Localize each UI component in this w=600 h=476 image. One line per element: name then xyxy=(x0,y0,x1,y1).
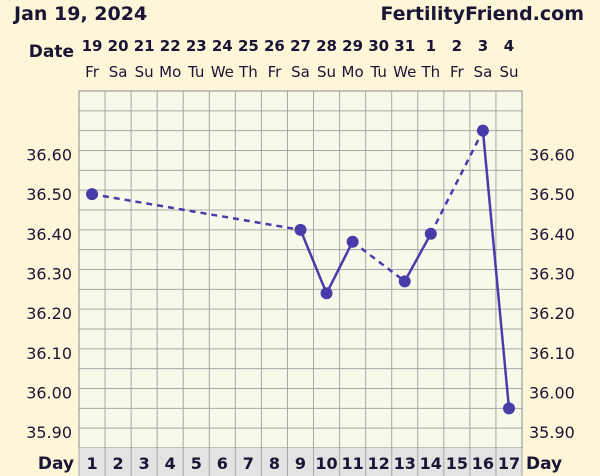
y-tick-label-left: 36.10 xyxy=(26,344,72,363)
cycle-day-label: 4 xyxy=(165,454,176,473)
date-label: 24 xyxy=(212,37,233,55)
temperature-line-segment xyxy=(325,241,354,294)
y-tick-label-right: 36.60 xyxy=(529,145,575,164)
temperature-point xyxy=(502,402,515,415)
y-tick-label-left: 36.30 xyxy=(26,264,72,283)
cycle-day-label: 5 xyxy=(191,454,202,473)
cycle-day-label: 14 xyxy=(420,454,442,473)
cycle-day-label: 6 xyxy=(217,454,228,473)
temperature-line-segment xyxy=(429,130,485,235)
cycle-day-label: 11 xyxy=(341,454,363,473)
date-label: 22 xyxy=(160,37,181,55)
date-label: 2 xyxy=(452,37,462,55)
weekday-label: Fr xyxy=(450,63,465,81)
y-tick-label-left: 36.40 xyxy=(26,225,72,244)
temperature-point xyxy=(476,124,489,137)
y-tick-label-right: 36.50 xyxy=(529,185,575,204)
cycle-day-label: 7 xyxy=(243,454,254,473)
weekday-label: Th xyxy=(420,63,440,81)
cycle-day-label: 10 xyxy=(315,454,337,473)
date-label: 25 xyxy=(238,37,259,55)
temperature-point xyxy=(294,223,307,236)
day-row-label-left: Day xyxy=(38,454,74,474)
cycle-day-label: 15 xyxy=(446,454,468,473)
y-tick-label-left: 36.00 xyxy=(26,383,72,402)
y-tick-label-left: 36.20 xyxy=(26,304,72,323)
date-label: 30 xyxy=(368,37,389,55)
date-label: 31 xyxy=(394,37,415,55)
temperature-point xyxy=(86,188,99,201)
y-tick-label-left: 36.50 xyxy=(26,185,72,204)
date-label: 23 xyxy=(186,37,207,55)
temperature-point xyxy=(346,235,359,248)
y-tick-label-left: 35.90 xyxy=(26,423,72,442)
cycle-day-label: 8 xyxy=(269,454,280,473)
weekday-label: Su xyxy=(317,63,336,81)
weekday-label: Tu xyxy=(369,63,386,81)
temperature-line-segment xyxy=(481,130,511,409)
weekday-label: Sa xyxy=(291,63,310,81)
date-label: 26 xyxy=(264,37,285,55)
day-row-label-right: Day xyxy=(526,454,562,474)
date-label: 21 xyxy=(134,37,155,55)
temperature-point xyxy=(424,227,437,240)
weekday-label: Tu xyxy=(187,63,204,81)
weekday-label: Mo xyxy=(159,63,181,81)
temperature-line-segment xyxy=(299,229,328,294)
weekday-label: Sa xyxy=(474,63,493,81)
temperature-line-segment xyxy=(91,192,301,232)
date-label: 27 xyxy=(290,37,311,55)
temperature-point xyxy=(320,287,333,300)
date-label: 3 xyxy=(478,37,488,55)
weekday-label: Fr xyxy=(268,63,283,81)
date-row-label: Date xyxy=(29,42,74,62)
cycle-day-label: 13 xyxy=(394,454,416,473)
y-tick-label-right: 36.20 xyxy=(529,304,575,323)
site-name: FertilityFriend.com xyxy=(380,3,584,25)
y-tick-label-right: 36.00 xyxy=(529,383,575,402)
weekday-label: Sa xyxy=(109,63,128,81)
cycle-day-label: 9 xyxy=(295,454,306,473)
temperature-point xyxy=(398,275,411,288)
cycle-day-label: 3 xyxy=(139,454,150,473)
date-label: 28 xyxy=(316,37,337,55)
cycle-day-label: 12 xyxy=(368,454,390,473)
date-label: 19 xyxy=(82,37,103,55)
y-tick-label-right: 36.40 xyxy=(529,225,575,244)
cycle-day-label: 2 xyxy=(113,454,124,473)
cycle-day-label: 17 xyxy=(498,454,520,473)
weekday-label: Mo xyxy=(342,63,364,81)
weekday-label: Th xyxy=(238,63,258,81)
day-band xyxy=(79,448,522,476)
weekday-label: Su xyxy=(135,63,154,81)
weekday-label: Fr xyxy=(85,63,100,81)
date-label: 20 xyxy=(108,37,129,55)
date-label: 1 xyxy=(426,37,436,55)
weekday-label: Su xyxy=(499,63,518,81)
temperature-line-segment xyxy=(403,233,432,283)
cycle-day-label: 16 xyxy=(472,454,494,473)
date-label: 29 xyxy=(342,37,363,55)
cycle-day-label: 1 xyxy=(86,454,97,473)
y-tick-label-left: 36.60 xyxy=(26,145,72,164)
y-tick-label-right: 35.90 xyxy=(529,423,575,442)
weekday-label: We xyxy=(393,63,416,81)
y-tick-label-right: 36.10 xyxy=(529,344,575,363)
y-tick-label-right: 36.30 xyxy=(529,264,575,283)
date-label: 4 xyxy=(504,37,514,55)
weekday-label: We xyxy=(211,63,234,81)
chart-date-title: Jan 19, 2024 xyxy=(12,3,147,25)
